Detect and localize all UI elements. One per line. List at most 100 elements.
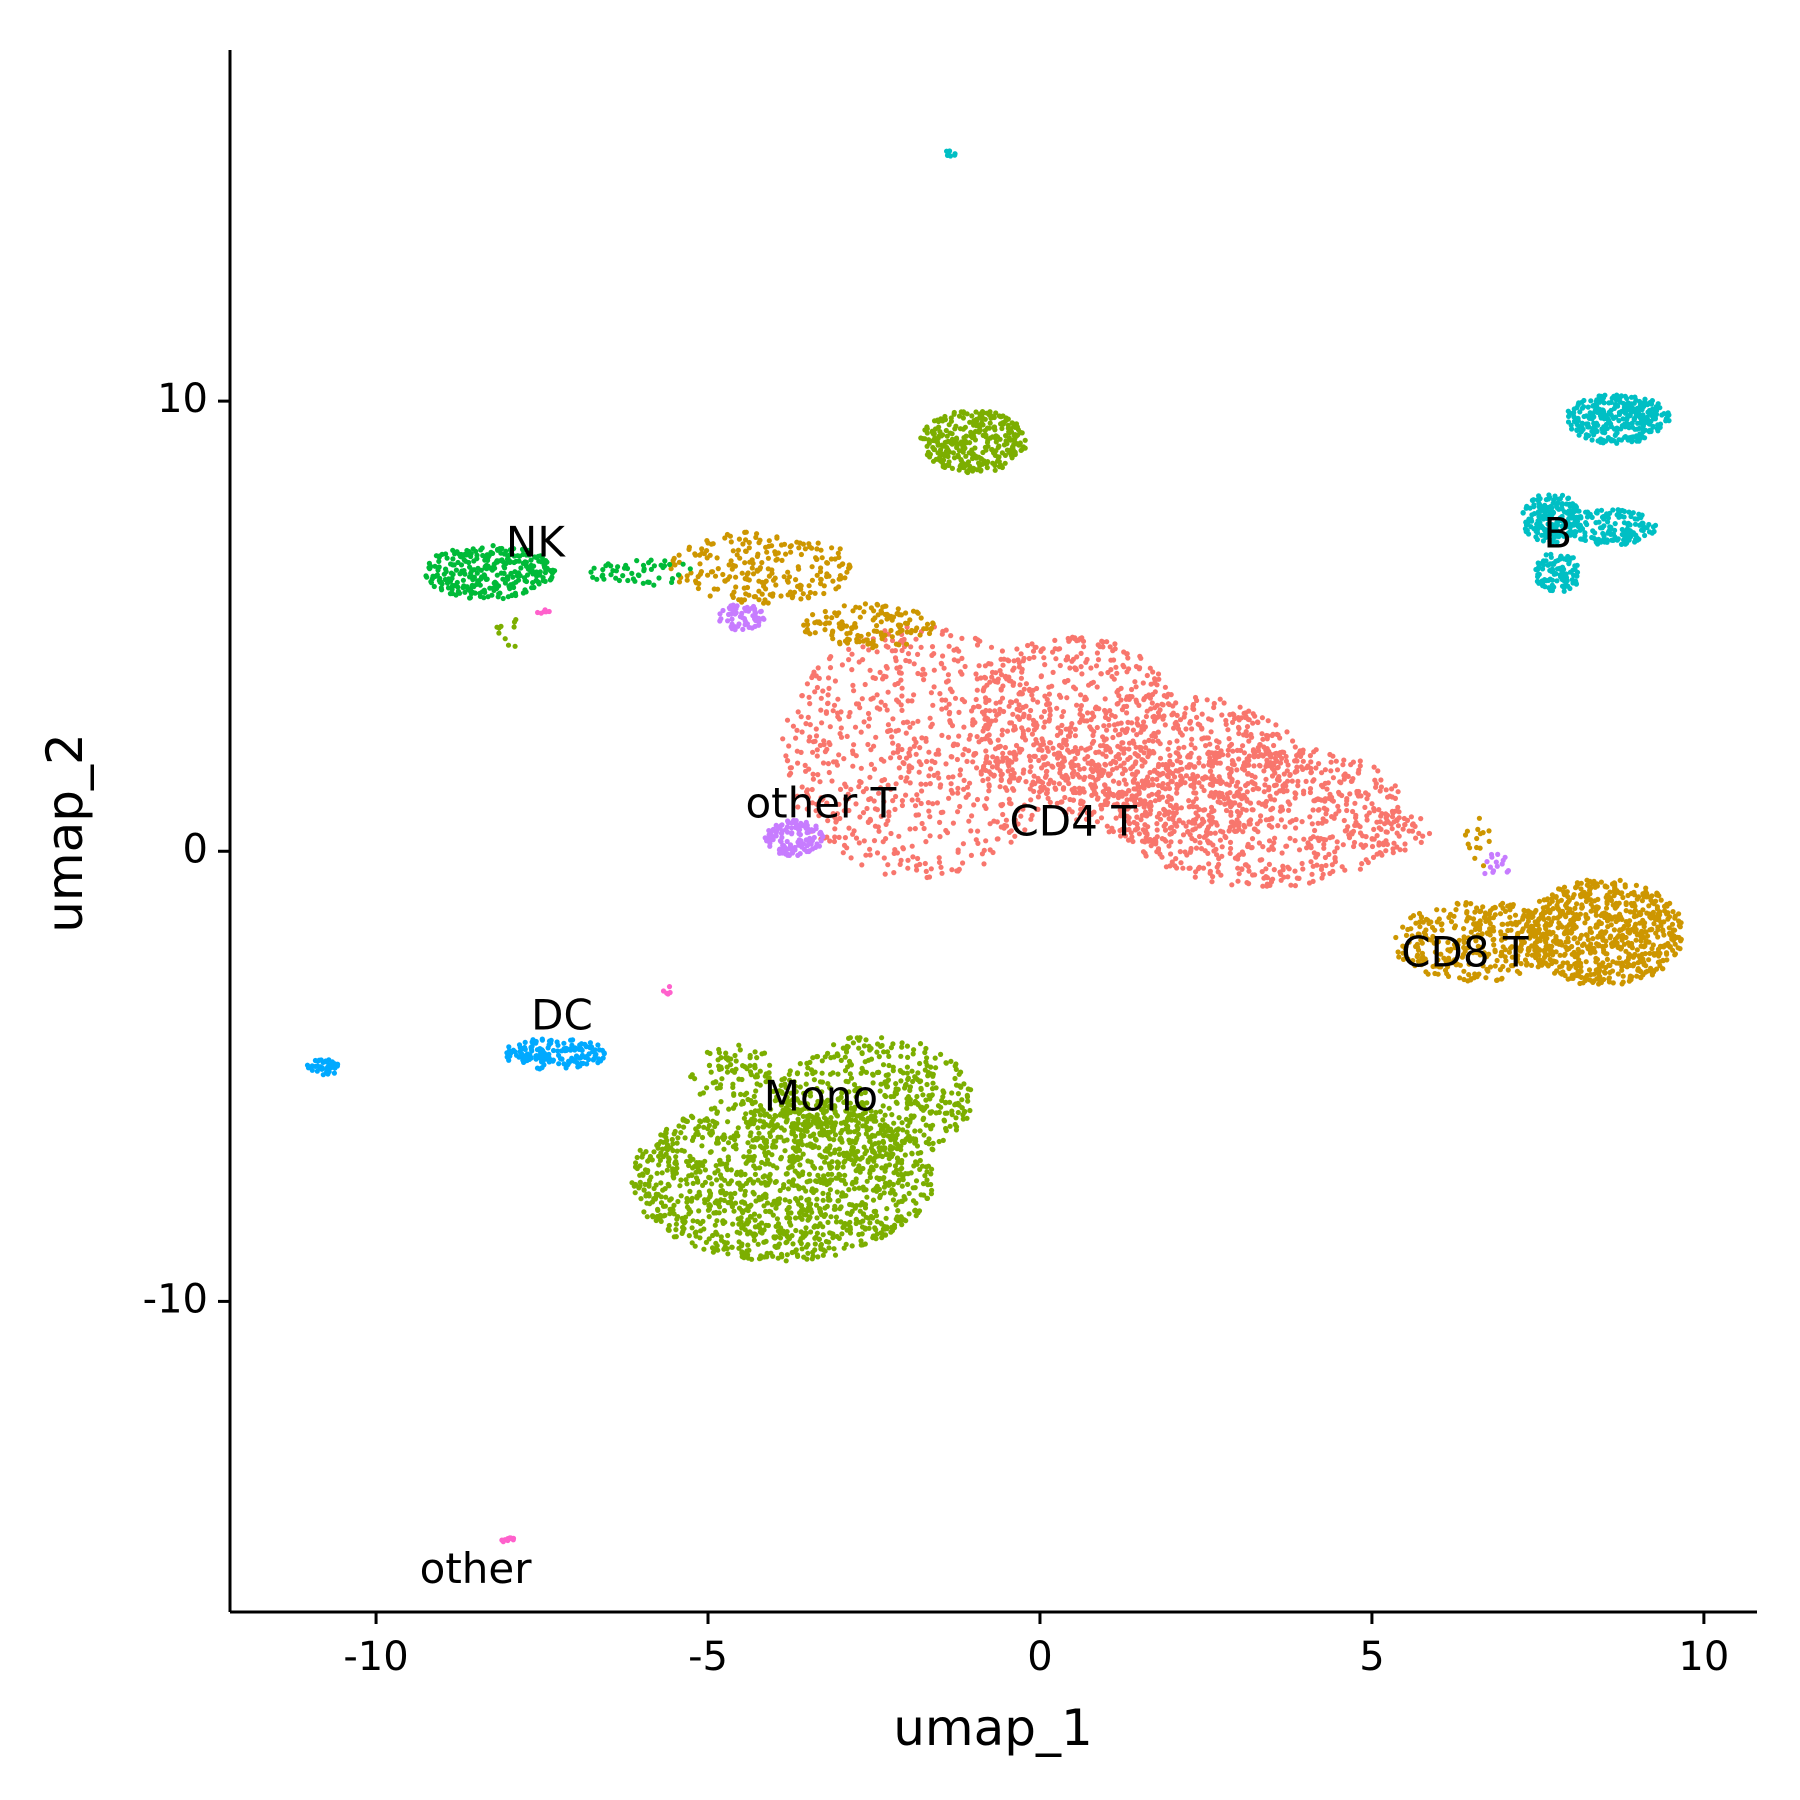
- point: [1216, 753, 1222, 760]
- point: [950, 820, 957, 826]
- point: [966, 748, 972, 754]
- point: [1154, 834, 1160, 840]
- point: [936, 855, 942, 861]
- point: [1371, 808, 1377, 814]
- point: [1036, 757, 1042, 764]
- point: [710, 541, 716, 547]
- point: [1172, 774, 1178, 780]
- point: [1070, 773, 1076, 780]
- point: [1316, 761, 1322, 767]
- point: [1135, 753, 1141, 759]
- point: [960, 860, 966, 866]
- point: [1017, 682, 1023, 688]
- point: [999, 732, 1005, 738]
- point: [745, 570, 751, 576]
- point: [676, 552, 682, 558]
- point: [1183, 773, 1189, 779]
- point: [832, 826, 838, 832]
- point: [1390, 850, 1396, 856]
- point: [999, 648, 1006, 654]
- point: [1619, 890, 1625, 896]
- point: [893, 781, 899, 787]
- point: [1131, 786, 1137, 792]
- point: [1255, 829, 1261, 835]
- point: [815, 665, 821, 671]
- point: [1607, 895, 1613, 901]
- point: [746, 1148, 752, 1155]
- point: [1031, 788, 1037, 795]
- point: [1125, 818, 1131, 824]
- point: [705, 1207, 712, 1213]
- point: [819, 720, 825, 726]
- point: [867, 852, 873, 858]
- point: [1194, 697, 1200, 704]
- point: [707, 1149, 714, 1155]
- point: [857, 614, 863, 620]
- point: [1155, 671, 1162, 677]
- point: [1083, 816, 1090, 822]
- point: [713, 1229, 719, 1235]
- point: [1177, 839, 1183, 845]
- point: [1208, 775, 1214, 782]
- point: [1287, 835, 1293, 841]
- point: [1124, 710, 1130, 716]
- point: [1574, 884, 1580, 890]
- point: [1653, 930, 1659, 936]
- point: [1390, 810, 1396, 816]
- point: [1480, 830, 1486, 836]
- point: [1165, 701, 1171, 707]
- point: [1322, 854, 1328, 861]
- point: [1102, 791, 1109, 797]
- point: [1664, 951, 1670, 957]
- point: [1193, 845, 1200, 851]
- point: [1570, 894, 1576, 901]
- point: [814, 556, 820, 562]
- point: [1497, 911, 1504, 917]
- point: [1006, 703, 1012, 709]
- point: [699, 1134, 706, 1141]
- point: [1143, 745, 1149, 751]
- point: [842, 781, 848, 787]
- point: [786, 574, 793, 580]
- point: [769, 1152, 775, 1158]
- point: [1217, 837, 1223, 843]
- point: [1249, 836, 1256, 842]
- point: [1362, 804, 1368, 811]
- point: [1301, 836, 1307, 842]
- point: [1126, 740, 1133, 746]
- point: [1601, 976, 1607, 983]
- point: [1646, 939, 1652, 945]
- point: [1392, 795, 1398, 802]
- point: [1139, 726, 1145, 732]
- point: [1096, 749, 1102, 755]
- point: [858, 729, 864, 735]
- point: [809, 786, 815, 793]
- point: [1243, 807, 1249, 813]
- point: [1259, 731, 1265, 737]
- point: [1296, 847, 1303, 853]
- point: [1166, 809, 1172, 815]
- point: [1402, 841, 1408, 847]
- point: [1059, 722, 1065, 729]
- point: [1295, 778, 1301, 785]
- point: [927, 814, 933, 820]
- point: [865, 710, 872, 717]
- point: [1179, 766, 1185, 772]
- point: [1464, 909, 1470, 915]
- point: [1044, 768, 1050, 774]
- point: [1124, 797, 1130, 803]
- point: [1574, 915, 1580, 922]
- point: [1389, 826, 1395, 832]
- point: [1256, 840, 1262, 846]
- point: [1073, 667, 1079, 673]
- point: [1235, 724, 1242, 731]
- point: [1643, 929, 1649, 935]
- point: [1241, 732, 1247, 738]
- point: [1260, 844, 1266, 850]
- point: [1609, 968, 1616, 974]
- point: [1645, 894, 1651, 900]
- point: [898, 774, 904, 781]
- point: [1069, 759, 1075, 765]
- point: [1002, 822, 1008, 829]
- point: [681, 1226, 687, 1232]
